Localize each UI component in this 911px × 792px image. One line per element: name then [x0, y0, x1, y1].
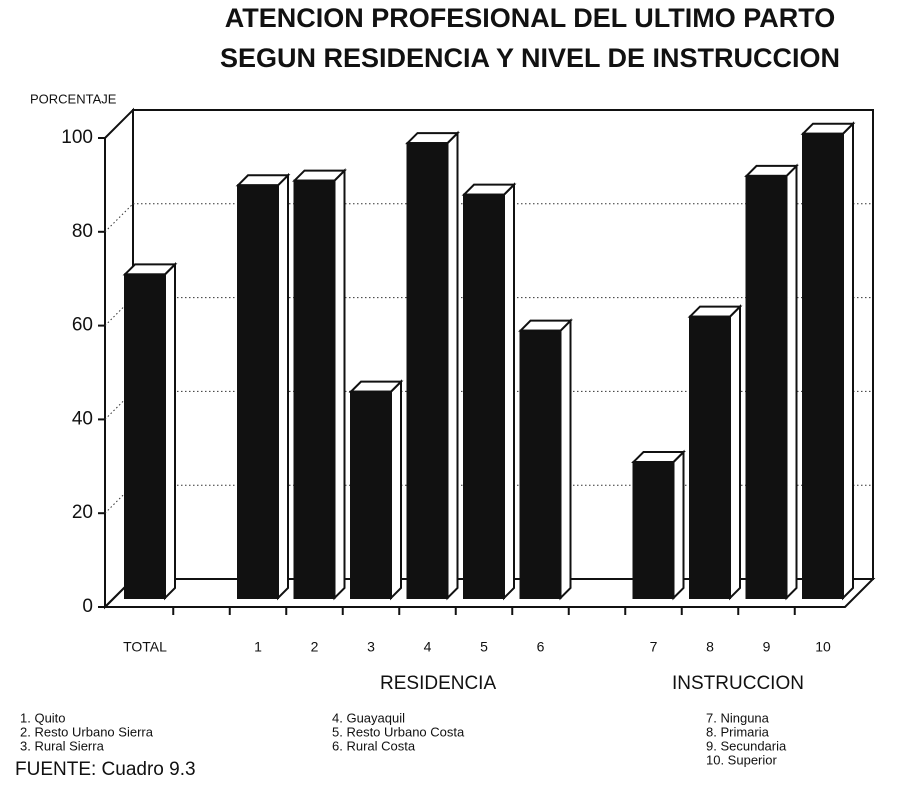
bar: [405, 130, 460, 601]
bar-side: [164, 261, 176, 601]
legend-note: 6. Rural Costa: [332, 738, 416, 753]
grid-line: [104, 203, 134, 233]
bar-front: [293, 179, 336, 599]
bar-top: [744, 164, 799, 177]
bar-top: [348, 380, 404, 393]
y-axis-label: PORCENTAJE: [30, 91, 117, 106]
bar: [292, 168, 347, 601]
bar-front: [237, 184, 279, 599]
legend-note: 8. Primaria: [706, 724, 770, 739]
x-tick-label: 7: [650, 639, 658, 655]
bar-front: [632, 460, 675, 599]
bar-side: [785, 163, 798, 601]
bar-top: [461, 183, 517, 196]
bar-front: [689, 315, 731, 599]
x-tick-label: TOTAL: [123, 639, 167, 655]
y-tick-label: 0: [82, 596, 93, 617]
bar-side: [729, 304, 741, 601]
legend-note: 5. Resto Urbano Costa: [332, 724, 465, 739]
bar-top: [631, 450, 686, 463]
bar-front: [350, 390, 392, 600]
legend-note: 9. Secundaria: [706, 738, 787, 753]
bar-top: [235, 174, 291, 187]
x-tick-label: 4: [424, 639, 432, 655]
y-tick-label: 40: [72, 408, 93, 429]
legend-note: 4. Guayaquil: [332, 710, 405, 725]
bar-side: [333, 168, 346, 601]
bar-top: [405, 132, 460, 145]
bar: [235, 172, 291, 601]
bar-side: [446, 130, 459, 601]
bar-side: [390, 379, 402, 601]
bar: [800, 121, 856, 601]
bar: [744, 163, 799, 601]
x-tick-label: 5: [480, 639, 488, 655]
x-tick-label: 1: [254, 639, 262, 655]
chart-subtitle: SEGUN RESIDENCIA Y NIVEL DE INSTRUCCION: [220, 43, 840, 73]
y-tick-label: 100: [61, 127, 93, 148]
legend-note: 3. Rural Sierra: [20, 738, 105, 753]
x-tick-label: 3: [367, 639, 375, 655]
x-tick-label: 2: [311, 639, 319, 655]
bar-front: [519, 329, 562, 599]
group-label: INSTRUCCION: [672, 673, 804, 694]
bar-top: [687, 305, 743, 318]
y-tick-label: 60: [72, 315, 93, 336]
y-tick-label: 20: [72, 502, 93, 523]
bar: [631, 449, 686, 601]
bar-front: [406, 142, 449, 599]
legend-note: 1. Quito: [20, 710, 66, 725]
bar-top: [800, 122, 856, 135]
bar-top: [122, 263, 178, 276]
legend-note: 2. Resto Urbano Sierra: [20, 724, 154, 739]
bar-front: [463, 193, 505, 599]
bar: [348, 379, 404, 601]
group-label: RESIDENCIA: [380, 673, 496, 694]
bar-front: [745, 174, 788, 599]
source-note: FUENTE: Cuadro 9.3: [15, 759, 196, 780]
y-tick-label: 80: [72, 221, 93, 242]
bar-side: [503, 182, 515, 601]
bar-top: [292, 169, 347, 182]
chart-title: ATENCION PROFESIONAL DEL ULTIMO PARTO: [225, 3, 836, 33]
bar-side: [842, 121, 854, 601]
bar-side: [277, 172, 289, 601]
bar: [122, 261, 178, 601]
x-tick-label: 8: [706, 639, 714, 655]
bar-side: [672, 449, 685, 601]
legend-note: 7. Ninguna: [706, 710, 770, 725]
bar: [461, 182, 517, 601]
bar-top: [518, 319, 573, 332]
x-tick-label: 9: [763, 639, 771, 655]
bar: [518, 318, 573, 601]
x-tick-label: 10: [815, 639, 831, 655]
floor: [102, 578, 876, 608]
legend-note: 10. Superior: [706, 752, 777, 767]
x-tick-label: 6: [537, 639, 545, 655]
bar-front: [124, 273, 166, 599]
bar: [687, 304, 743, 601]
bar-front: [802, 132, 844, 599]
bar-side: [559, 318, 572, 601]
